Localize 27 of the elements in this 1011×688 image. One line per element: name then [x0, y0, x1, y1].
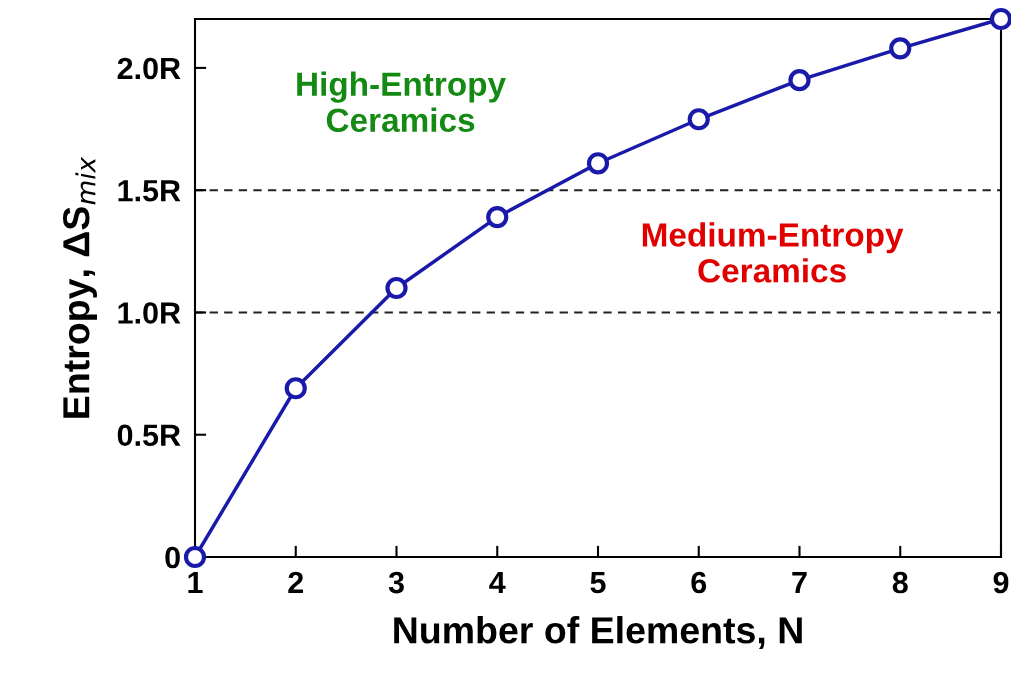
x-tick-label: 6 — [691, 571, 707, 594]
x-tick-label: 7 — [792, 572, 807, 594]
point — [687, 108, 710, 131]
x-axis-title: Number of Elements, N — [394, 616, 802, 650]
point — [183, 545, 207, 569]
point — [486, 205, 509, 229]
y-tick-label: 0 — [165, 546, 180, 569]
y-tick-label: 1.0R — [118, 302, 181, 324]
annotation: Medium-Entropy Ceramics — [642, 222, 904, 283]
point — [788, 69, 811, 92]
point — [889, 37, 912, 60]
point — [284, 377, 307, 400]
y-tick-label: 1.5R — [118, 180, 181, 202]
x-tick-label: 1 — [188, 572, 203, 594]
x-tick-label: 2 — [288, 571, 304, 594]
point — [989, 7, 1011, 31]
point — [586, 152, 610, 175]
y-tick-label: 2.0R — [117, 57, 181, 80]
x-tick-label: 5 — [590, 572, 606, 594]
point — [385, 276, 408, 300]
annotation: High-Entropy Ceramics — [297, 71, 506, 133]
y-axis-title: Entropy, ΔS$_{mix}$ — [63, 156, 97, 418]
y-tick-label: 0.5R — [117, 424, 181, 447]
x-tick-label: 3 — [388, 571, 404, 594]
x-tick-label: 4 — [489, 572, 506, 594]
x-tick-label: 8 — [892, 571, 908, 594]
x-tick-label: 9 — [993, 571, 1009, 594]
